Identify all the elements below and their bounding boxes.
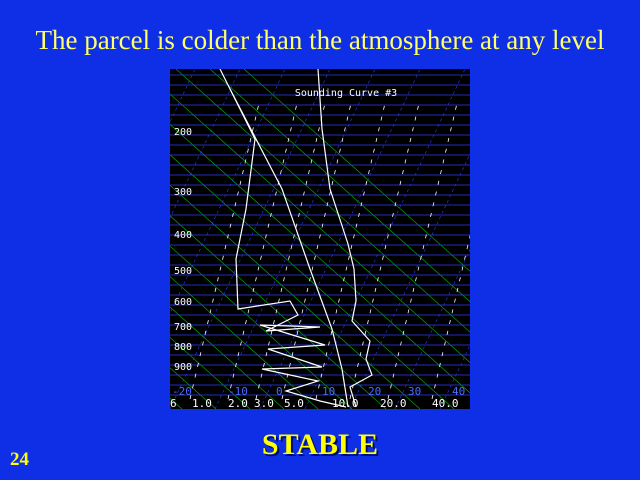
temperature-label: -20 (172, 385, 192, 398)
mixing-ratio-line (189, 98, 261, 400)
mixing-ratio-label: 1.0 (192, 397, 212, 409)
diagram-title: Sounding Curve #3 (295, 88, 397, 99)
isotherm-line (349, 153, 470, 409)
isotherm-line (259, 69, 421, 409)
isobars (170, 74, 470, 396)
temperature-label: 20 (368, 385, 381, 398)
temperature-label: 0 (276, 385, 283, 398)
dry-adiabat-line (170, 245, 353, 409)
dry-adiabat-line (170, 215, 387, 409)
dry-adiabat-line (170, 154, 455, 409)
mixing-ratio-label: 10.0 (332, 397, 359, 409)
dry-adiabat-line (170, 336, 251, 409)
mixing-ratio-line (227, 98, 299, 400)
mixing-ratio-label: 6 (170, 397, 177, 409)
dry-adiabat-line (170, 184, 421, 409)
isotherm-line (304, 69, 466, 409)
mixing-ratio-label: 2.0 (228, 397, 248, 409)
pressure-label: 300 (174, 187, 192, 198)
temperature-label: 30 (408, 385, 421, 398)
temperature-labels: -20 -10 0 10 20 30 40 (172, 385, 465, 398)
pressure-labels: 200 300 400 500 600 700 800 900 (174, 127, 192, 373)
isotherm-line (394, 248, 470, 409)
dry-adiabat-line (170, 276, 319, 409)
pressure-label: 400 (174, 230, 192, 241)
parcel-trace (229, 88, 349, 408)
sounding-curves (219, 69, 373, 408)
mixing-ratio-labels: 6 1.0 2.0 3.0 5.0 10.0 20.0 40.0 (170, 397, 459, 409)
mixing-ratio-line (315, 98, 387, 400)
mixing-ratio-label: 20.0 (380, 397, 407, 409)
mixing-ratio-line (387, 98, 459, 400)
pressure-label: 200 (174, 127, 192, 138)
mixing-ratio-label: 5.0 (284, 397, 304, 409)
slide-number: 24 (10, 449, 29, 470)
pressure-label: 800 (174, 342, 192, 353)
temperature-trace (317, 69, 373, 408)
temperature-label: 10 (322, 385, 335, 398)
dry-adiabat-line (209, 69, 470, 303)
mixing-ratio-line (349, 98, 421, 400)
isotherm-line (439, 344, 470, 409)
slide-title: The parcel is colder than the atmosphere… (35, 25, 605, 55)
temperature-label: 40 (452, 385, 465, 398)
pressure-label: 500 (174, 266, 192, 277)
skew-t-diagram: Sounding Curve #3 200 300 400 500 600 700 800 9… (170, 69, 470, 409)
dry-adiabat-line (175, 69, 470, 333)
mixing-ratio-line (431, 234, 470, 400)
pressure-label: 600 (174, 297, 192, 308)
pressure-label: 700 (174, 322, 192, 333)
dry-adiabat-line (170, 306, 285, 409)
isotherm-line (170, 69, 286, 315)
dry-adiabat-line (170, 124, 470, 394)
isotherm-line (170, 69, 331, 409)
isotherm-line (170, 69, 241, 219)
skew-t-svg: Sounding Curve #3 2003004005006007008009… (170, 69, 470, 409)
temperature-label: -10 (228, 385, 248, 398)
mixing-ratio-label: 3.0 (254, 397, 274, 409)
pressure-label: 900 (174, 362, 192, 373)
mixing-ratio-line (281, 98, 353, 400)
dry-adiabat-line (170, 93, 470, 363)
isotherms (170, 69, 470, 409)
stability-conclusion: STABLE (261, 428, 379, 461)
isotherm-line (214, 69, 376, 409)
dewpoint-trace (219, 69, 347, 408)
dry-adiabats (170, 69, 470, 409)
mixing-ratio-lines (189, 98, 470, 400)
mixing-ratio-line (255, 98, 327, 400)
dry-adiabat-line (243, 69, 470, 272)
mixing-ratio-label: 40.0 (432, 397, 459, 409)
